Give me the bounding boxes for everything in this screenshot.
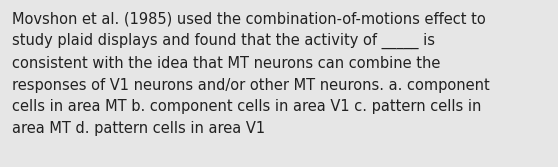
Text: Movshon et al. (1985) used the combination-of-motions effect to
study plaid disp: Movshon et al. (1985) used the combinati…: [12, 12, 490, 136]
